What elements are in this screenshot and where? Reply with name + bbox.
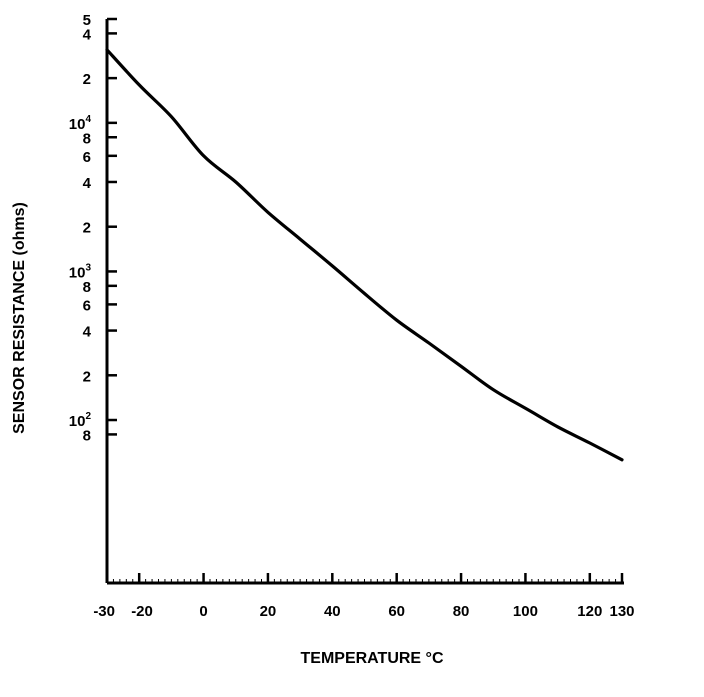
x-tick-label: 100 — [513, 603, 538, 620]
x-tick-label: 20 — [260, 603, 277, 620]
y-tick-label: 2 — [83, 71, 91, 88]
x-tick-label: 130 — [609, 603, 634, 620]
x-tick-label: 0 — [199, 603, 207, 620]
y-tick-label: 4 — [83, 26, 92, 43]
x-tick-label: 60 — [388, 603, 405, 620]
x-axis-title: TEMPERATURE °C — [301, 650, 444, 667]
y-tick-label: 8 — [83, 427, 91, 444]
y-tick-label: 8 — [83, 279, 91, 296]
y-tick-label: 5 — [83, 12, 91, 29]
x-tick-label: 80 — [453, 603, 470, 620]
tick-marks — [105, 17, 624, 583]
series — [105, 48, 624, 462]
y-tick-label: 104 — [69, 114, 92, 133]
y-axis-title: SENSOR RESISTANCE (ohms) — [11, 202, 28, 434]
y-tick-label: 8 — [83, 130, 91, 147]
x-tick-label: 40 — [324, 603, 341, 620]
y-tick-label: 6 — [83, 149, 91, 166]
y-tick-label: 4 — [83, 324, 92, 341]
y-tick-label: 102 — [69, 411, 92, 430]
y-tick-label: 2 — [83, 220, 91, 237]
x-tick-label: -30 — [93, 603, 115, 620]
resistance-curve — [105, 48, 624, 462]
y-tick-label: 6 — [83, 297, 91, 314]
axes — [105, 19, 624, 585]
y-tick-label: 2 — [83, 368, 91, 385]
y-tick-label: 4 — [83, 175, 92, 192]
y-tick-label: 103 — [69, 262, 92, 281]
x-tick-label: -20 — [131, 603, 153, 620]
x-tick-label: 120 — [577, 603, 602, 620]
